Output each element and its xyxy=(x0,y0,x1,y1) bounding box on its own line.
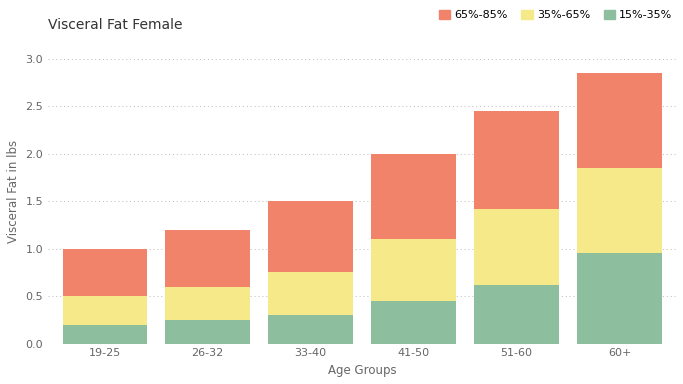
Bar xyxy=(63,249,147,296)
Bar xyxy=(63,324,147,344)
Bar xyxy=(372,301,456,344)
Bar xyxy=(63,296,147,324)
X-axis label: Age Groups: Age Groups xyxy=(328,364,396,377)
Bar xyxy=(372,239,456,301)
Bar xyxy=(577,73,662,168)
Bar xyxy=(165,287,250,320)
Bar xyxy=(474,111,559,209)
Bar xyxy=(577,168,662,253)
Bar xyxy=(268,201,353,272)
Bar xyxy=(268,315,353,344)
Bar xyxy=(165,320,250,344)
Bar xyxy=(577,253,662,344)
Text: Visceral Fat Female: Visceral Fat Female xyxy=(48,18,182,32)
Bar xyxy=(165,230,250,287)
Legend: 65%-85%, 35%-65%, 15%-35%: 65%-85%, 35%-65%, 15%-35% xyxy=(434,6,677,25)
Bar xyxy=(474,209,559,285)
Bar xyxy=(474,285,559,344)
Y-axis label: Visceral Fat in lbs: Visceral Fat in lbs xyxy=(7,140,20,243)
Bar xyxy=(372,154,456,239)
Bar xyxy=(268,272,353,315)
